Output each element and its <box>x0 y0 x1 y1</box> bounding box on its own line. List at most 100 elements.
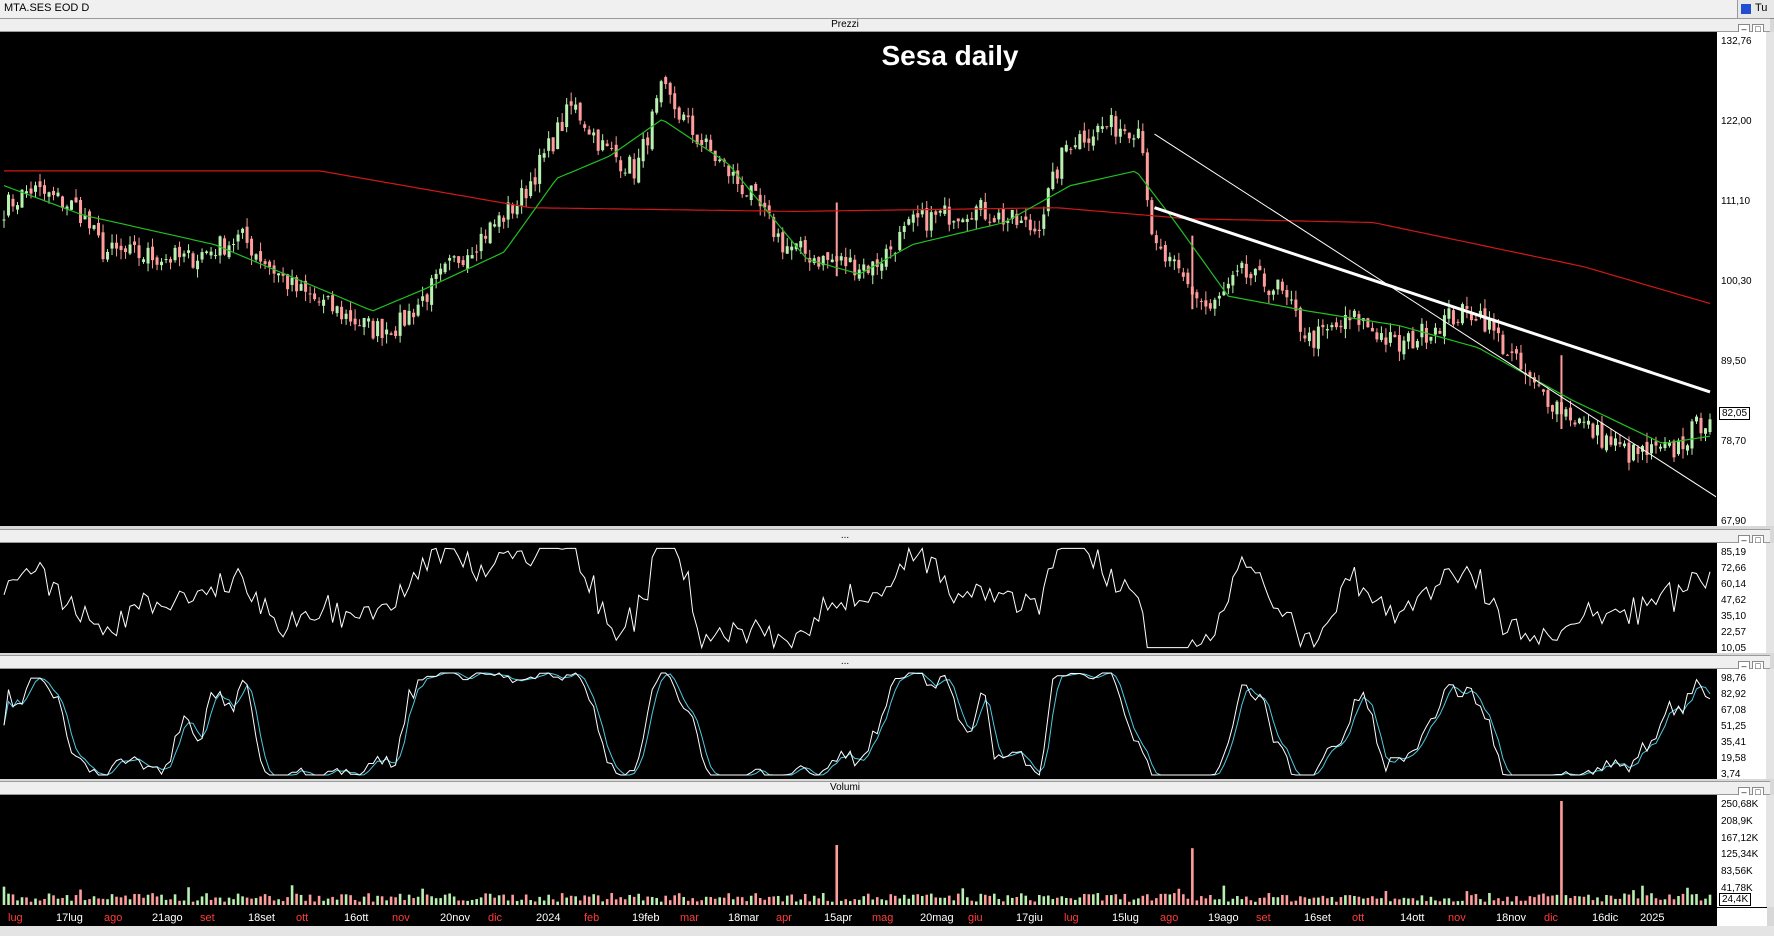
candle-body <box>115 242 119 249</box>
volume-bar <box>52 895 55 905</box>
candle-body <box>466 255 470 269</box>
candle-body <box>664 77 668 85</box>
candle-body <box>956 218 960 222</box>
volume-bar <box>632 896 636 905</box>
candle-body <box>232 243 236 245</box>
volume-bar <box>1078 897 1082 905</box>
volume-bar <box>709 897 713 905</box>
candle-body <box>65 206 69 210</box>
volume-bar <box>673 895 676 905</box>
stoch-k-line <box>3 672 1711 776</box>
volume-panel[interactable] <box>0 795 1716 907</box>
candle-body <box>979 200 983 211</box>
candle-body <box>1465 306 1469 309</box>
volume-bar <box>1650 893 1653 905</box>
candle-body <box>1285 289 1289 298</box>
candle-body <box>1258 265 1262 271</box>
candle-body <box>20 189 24 208</box>
candle-body <box>371 320 375 339</box>
price-panel[interactable] <box>0 32 1716 526</box>
candle-body <box>740 184 744 195</box>
rsi-scrollbar[interactable] <box>1766 543 1774 653</box>
candle-body <box>52 190 56 196</box>
volume-bar <box>646 896 649 905</box>
volume-scrollbar[interactable] <box>1766 795 1774 907</box>
title-bar: MTA.SES EOD D Tu <box>0 0 1774 19</box>
volume-bar <box>16 900 19 905</box>
volume-bar <box>1263 897 1266 905</box>
volume-bar <box>817 898 821 905</box>
volume-bar <box>286 897 289 905</box>
volume-bar <box>61 897 64 905</box>
rsi-panel[interactable] <box>0 543 1716 653</box>
candle-body <box>1114 116 1118 137</box>
stoch-panel[interactable] <box>0 669 1716 779</box>
volume-bar <box>803 893 807 905</box>
candle-body <box>133 241 137 245</box>
volume-bar <box>659 901 663 905</box>
candle-body <box>1240 262 1244 269</box>
candle-body <box>1636 447 1640 454</box>
volume-bar <box>457 900 460 905</box>
candle-body <box>151 246 155 261</box>
volume-bar <box>556 901 559 905</box>
corner-widget[interactable]: Tu <box>1737 0 1774 18</box>
candle-body <box>1519 352 1523 370</box>
horizontal-scrollbar[interactable] <box>0 926 1774 936</box>
price-scrollbar[interactable] <box>1766 32 1774 526</box>
volume-bar <box>871 899 875 905</box>
candle-body <box>1042 214 1046 229</box>
volume-bar <box>38 900 42 905</box>
candle-body <box>1618 442 1622 445</box>
candle-body <box>47 192 51 197</box>
volume-bar <box>1150 900 1154 905</box>
candle-body <box>340 306 344 320</box>
volume-bar <box>1542 893 1545 905</box>
volume-bar <box>520 899 523 905</box>
volume-bar <box>1047 895 1050 905</box>
candle-body <box>1055 169 1059 179</box>
axis-tick-label: 98,76 <box>1721 673 1747 684</box>
candle-body <box>862 264 866 271</box>
date-axis-labels: lug 17lug ago 21ago set 18set ott 16ott nov 20nov… <box>8 912 1664 924</box>
candle-body <box>1460 304 1464 324</box>
candle-body <box>1577 418 1581 424</box>
candle-body <box>61 196 65 208</box>
volume-bar <box>1074 899 1077 905</box>
volume-bar <box>133 893 136 905</box>
candle-body <box>970 218 974 220</box>
candle-body <box>1442 315 1446 337</box>
candle-body <box>1555 401 1559 415</box>
volume-bar <box>304 900 307 905</box>
stoch-scrollbar[interactable] <box>1766 669 1774 779</box>
volume-bar <box>1204 898 1208 905</box>
candle-body <box>1037 229 1041 232</box>
volume-bar <box>1132 899 1136 905</box>
volume-bar <box>1447 898 1451 905</box>
candle-body <box>1271 290 1275 295</box>
volume-bar <box>1209 894 1212 905</box>
volume-bar <box>1051 899 1055 905</box>
volume-bar <box>83 900 87 905</box>
volume-bar <box>1110 895 1113 905</box>
volume-bar <box>119 897 123 905</box>
volume-bar <box>169 899 172 905</box>
volume-bar <box>1627 894 1631 905</box>
candle-body <box>821 255 825 266</box>
candle-body <box>155 257 159 265</box>
volume-bar <box>691 898 695 905</box>
volume-bar <box>1438 901 1442 905</box>
candle-body <box>1438 330 1442 334</box>
candle-body <box>974 206 978 221</box>
volume-bar <box>196 900 199 905</box>
volume-bar <box>1258 897 1262 905</box>
candle-body <box>1127 132 1131 139</box>
volume-bar <box>1407 898 1410 905</box>
candle-body <box>1145 152 1149 201</box>
candle-body <box>623 172 627 174</box>
candle-body <box>578 102 582 121</box>
volume-bar <box>317 895 321 905</box>
candle-body <box>695 134 699 145</box>
candle-body <box>1321 324 1325 328</box>
date-tick-label: nov <box>392 912 410 924</box>
